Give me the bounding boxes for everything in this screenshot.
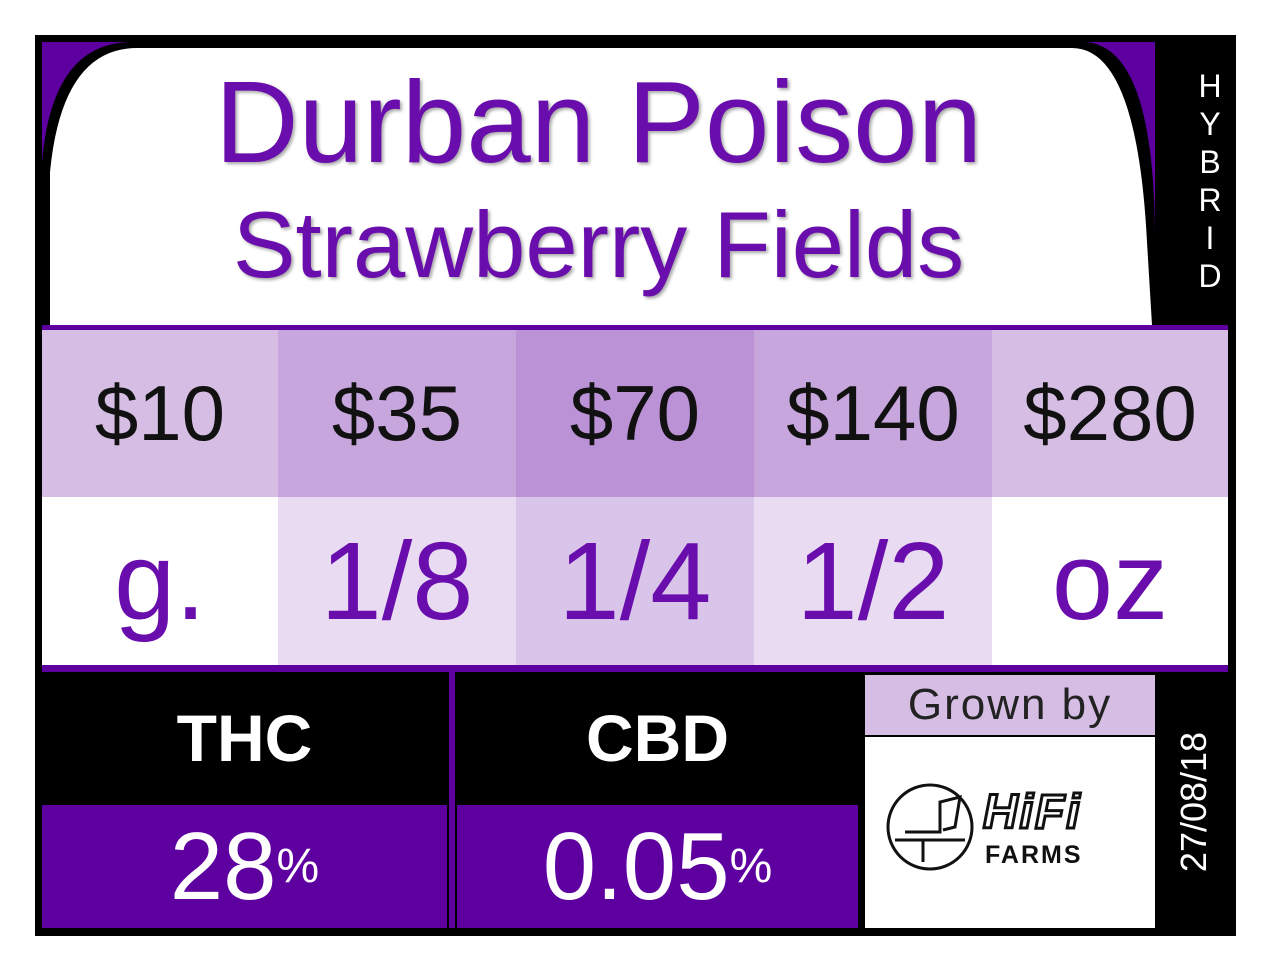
size-cell: 1/4 xyxy=(516,497,754,665)
price-cell: $10 xyxy=(42,330,278,497)
price-cell: $70 xyxy=(516,330,754,497)
thc-unit: % xyxy=(276,840,320,893)
size-cell: 1/8 xyxy=(278,497,516,665)
cbd-label: CBD xyxy=(457,675,858,800)
thc-value: 28% xyxy=(42,805,447,928)
cbd-value: 0.05% xyxy=(457,805,858,928)
header-bg xyxy=(42,42,1155,325)
size-cell: g. xyxy=(42,497,278,665)
date: 27/08/18 xyxy=(1173,731,1215,872)
title-line: Strawberry Fields xyxy=(232,192,965,297)
divider xyxy=(42,665,1228,672)
logo-name: HiFi xyxy=(982,785,1082,841)
size-cell: oz xyxy=(992,497,1228,665)
thc-number: 28 xyxy=(169,812,277,920)
logo-icon xyxy=(886,783,974,871)
price-cell: $280 xyxy=(992,330,1228,497)
price-cell: $35 xyxy=(278,330,516,497)
thc-label: THC xyxy=(42,675,447,800)
cbd-unit: % xyxy=(729,840,773,893)
strain-type: HYBRID xyxy=(1192,68,1228,296)
divider xyxy=(42,325,1228,330)
grown-by: Grown by xyxy=(865,675,1155,735)
size-cell: 1/2 xyxy=(754,497,992,665)
cbd-number: 0.05 xyxy=(542,812,730,920)
logo-box: HiFi FARMS xyxy=(865,737,1155,928)
logo-sub: FARMS xyxy=(985,841,1083,869)
divider xyxy=(449,672,455,928)
price-cell: $140 xyxy=(754,330,992,497)
label-card: Durban Poison Strawberry Fields HYBRID $… xyxy=(35,35,1236,936)
date-col: 27/08/18 xyxy=(1160,675,1228,928)
title-line: Durban Poison xyxy=(214,57,983,187)
